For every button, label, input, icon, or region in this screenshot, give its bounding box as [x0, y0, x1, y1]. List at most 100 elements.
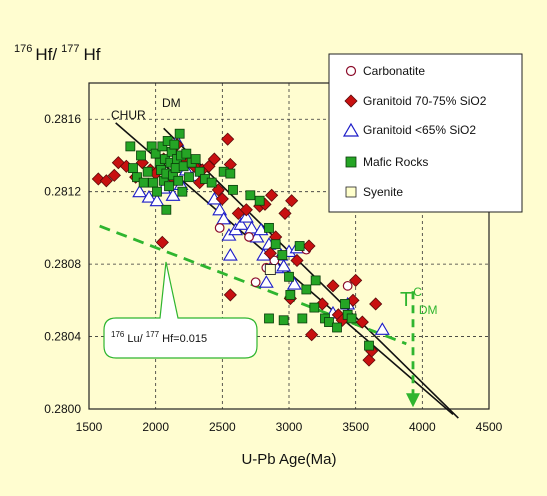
x-tick-label: 3000 [276, 420, 303, 434]
legend-label-granitoid-high: Granitoid 70-75% SiO2 [363, 94, 487, 108]
plot-area-frame [88, 82, 490, 410]
mafic-point [184, 172, 194, 183]
granitoid-low-point [165, 188, 181, 201]
mafic-point [309, 302, 320, 313]
carbonatite-point [342, 280, 353, 291]
x-tick-label: 2000 [142, 420, 169, 434]
legend-label-carbonatite: Carbonatite [363, 64, 425, 78]
mafic-point [132, 172, 142, 183]
granitoid-high-point [346, 293, 360, 307]
granitoid-low-point [374, 322, 390, 335]
granitoid-high-point [263, 246, 277, 260]
syenite-point [264, 264, 276, 275]
mafic-point [161, 204, 172, 215]
granitoid-high-point [207, 152, 221, 166]
legend-marker-carbonatite [345, 65, 357, 77]
axis-ticks: 1500 2000 2500 3000 3500 4000 4500 0.2800 0.2804… [44, 112, 502, 434]
data-points [91, 128, 390, 367]
legend: Carbonatite Granitoid 70-75% SiO2 Granit… [328, 53, 523, 213]
mafic-point [136, 150, 146, 161]
granitoid-high-point [278, 206, 292, 220]
mafic-point [264, 222, 274, 233]
mafic-point [285, 289, 296, 300]
mafic-point [173, 175, 184, 186]
x-tick-label: 4000 [409, 420, 436, 434]
mafic-point [284, 271, 294, 282]
legend-marker-syenite [345, 186, 357, 198]
mafic-point [340, 299, 350, 309]
x-tick-label: 3500 [342, 420, 369, 434]
mafic-point [157, 141, 168, 152]
y-tick-label: 0.2808 [44, 257, 81, 271]
y-tick-label: 0.2812 [44, 185, 81, 199]
legend-marker-granitoid-high [344, 94, 358, 108]
mafic-point [125, 141, 136, 152]
mafic-point [278, 315, 289, 326]
granitoid-high-point [305, 328, 319, 342]
x-tick-label: 1500 [76, 420, 103, 434]
granitoid-high-point [202, 159, 216, 173]
mafic-point [332, 322, 342, 333]
granitoid-high-point [315, 297, 329, 311]
mafic-point [206, 177, 217, 188]
granitoid-high-point [302, 239, 316, 253]
mafic-point [346, 313, 357, 324]
granitoid-low-point [132, 184, 148, 198]
reference-line-dm [163, 127, 459, 419]
legend-marker-mafic [345, 156, 357, 168]
granitoid-high-point [99, 174, 113, 188]
legend-item-granitoid-low: Granitoid <65% SiO2 [342, 122, 476, 137]
mafic-point [364, 340, 374, 351]
granitoid-low-point [286, 276, 302, 290]
granitoid-low-point [212, 202, 228, 216]
mafic-point [225, 168, 236, 179]
granitoid-high-point [326, 279, 340, 293]
mafic-point [245, 190, 256, 201]
legend-label-granitoid-low: Granitoid <65% SiO2 [363, 123, 476, 137]
mafic-point [324, 317, 334, 327]
legend-item-carbonatite: Carbonatite [345, 64, 425, 78]
mafic-point [181, 148, 192, 159]
mafic-point [169, 139, 180, 150]
callout-text: 176 Lu/ 177 Hf=0.015 [111, 330, 207, 345]
granitoid-low-point [216, 211, 232, 225]
granitoid-high-point [369, 297, 383, 311]
mafic-point [254, 195, 265, 206]
mafic-point [128, 163, 138, 174]
y-tick-label: 0.2816 [44, 112, 81, 126]
mafic-point [148, 177, 158, 188]
mafic-point [301, 284, 312, 295]
mafic-point [164, 181, 174, 192]
granitoid-high-point [155, 235, 169, 249]
mafic-point [174, 128, 185, 139]
legend-item-mafic: Mafic Rocks [345, 155, 428, 169]
y-tick-label: 0.2804 [44, 330, 81, 344]
granitoid-low-point [149, 193, 165, 207]
x-tick-label: 2500 [209, 420, 236, 434]
lu-hf-callout: 176 Lu/ 177 Hf=0.015 [103, 261, 258, 359]
carbonatite-point [214, 222, 225, 233]
tdm-label: TC DM [400, 285, 438, 317]
granitoid-high-point [290, 253, 304, 268]
x-tick-label: 4500 [476, 420, 503, 434]
legend-item-syenite: Syenite [345, 185, 403, 199]
legend-marker-granitoid-low [342, 122, 360, 137]
chur-label: CHUR [111, 108, 146, 122]
mafic-point [310, 275, 321, 286]
y-tick-label: 0.2800 [44, 402, 81, 416]
mafic-point [294, 241, 305, 251]
granitoid-high-point [349, 273, 363, 287]
granitoid-high-point [239, 203, 253, 217]
mafic-point [190, 154, 201, 164]
mafic-point [138, 177, 149, 188]
mafic-point [297, 313, 308, 324]
legend-label-mafic: Mafic Rocks [363, 155, 428, 169]
granitoid-high-point [221, 132, 235, 146]
carbonatite-point [244, 232, 254, 242]
granitoid-low-point [222, 247, 238, 261]
granitoid-low-point [141, 190, 157, 203]
granitoid-high-point [285, 194, 299, 208]
legend-label-syenite: Syenite [363, 185, 403, 199]
